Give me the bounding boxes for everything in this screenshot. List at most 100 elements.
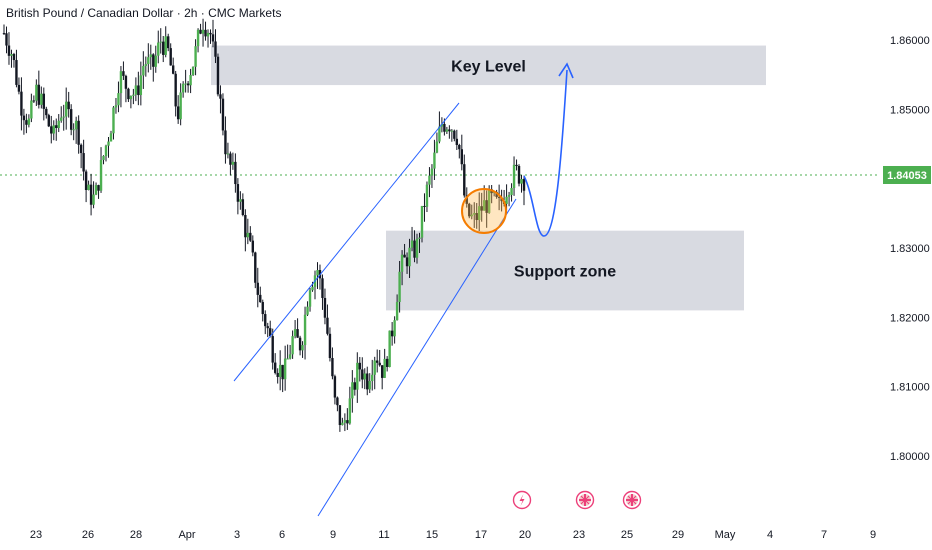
candle-body	[211, 34, 215, 42]
candle-body	[363, 373, 366, 380]
candle-body	[171, 65, 175, 74]
candle-body	[291, 336, 294, 355]
last-price-badge	[883, 165, 931, 184]
candle-body	[271, 336, 274, 363]
candle-body	[159, 41, 162, 43]
candle-body	[296, 329, 299, 338]
x-tick-label: May	[715, 529, 736, 541]
candle-body	[52, 125, 55, 134]
candle-body	[366, 373, 369, 390]
candle-body	[338, 405, 342, 426]
candle-body	[204, 29, 207, 37]
candle-body	[321, 278, 324, 298]
y-tick-label: 1.82000	[890, 312, 930, 324]
projection-path[interactable]	[523, 69, 568, 237]
candle-body	[460, 149, 463, 165]
candle-body	[341, 422, 344, 426]
candle-body	[17, 84, 21, 92]
candle-body	[487, 189, 491, 213]
y-tick-label: 1.85000	[890, 104, 930, 116]
zone-key-level[interactable]	[211, 45, 766, 86]
candle-body	[522, 179, 526, 191]
candle-body	[209, 32, 212, 35]
candle-body	[473, 213, 476, 215]
candle-body	[256, 282, 259, 295]
candle-body	[139, 75, 143, 96]
candle-body	[119, 71, 123, 94]
candle-body	[67, 101, 70, 110]
uk-flag-icon[interactable]	[575, 490, 595, 510]
channel-upper-line[interactable]	[233, 102, 460, 382]
lightning-icon[interactable]	[512, 490, 532, 510]
candle-body	[388, 330, 391, 367]
candle-body	[2, 33, 6, 35]
candle-body	[10, 54, 13, 56]
candle-body	[32, 100, 36, 102]
candle-body	[283, 358, 287, 380]
candle-body	[301, 345, 304, 351]
candle-body	[420, 205, 424, 238]
channel-lower-line[interactable]	[317, 198, 517, 517]
candle-body	[308, 290, 312, 307]
candle-body	[448, 129, 451, 132]
x-tick-label: 15	[426, 529, 438, 541]
x-tick-label: 9	[870, 529, 876, 541]
candle-body	[423, 205, 426, 207]
candle-body	[455, 138, 459, 145]
candle-body	[398, 271, 401, 302]
candle-body	[408, 247, 411, 267]
uk-flag-icon[interactable]	[622, 490, 642, 510]
candle-body	[37, 84, 41, 105]
candle-body	[303, 314, 307, 346]
zone-support[interactable]	[386, 230, 744, 311]
candle-body	[62, 116, 65, 118]
candle-body	[478, 206, 481, 221]
candle-body	[403, 254, 406, 258]
highlight-circle[interactable]	[461, 188, 507, 234]
candle-body	[495, 191, 498, 197]
candle-body	[510, 187, 513, 196]
candle-body	[102, 156, 105, 160]
candle-body	[92, 194, 95, 205]
candle-body	[40, 93, 43, 105]
candle-body	[385, 358, 389, 367]
projection-arrow-icon	[558, 62, 574, 79]
candle-body	[216, 56, 220, 95]
candle-body	[254, 252, 257, 283]
candle-body	[306, 306, 309, 315]
candle-body	[152, 54, 155, 67]
candle-body	[104, 145, 108, 157]
candle-body	[383, 358, 386, 378]
candle-body	[229, 153, 232, 165]
candle-body	[480, 206, 483, 211]
candle-body	[450, 130, 454, 132]
candle-body	[333, 376, 337, 398]
candle-body	[234, 161, 237, 185]
candle-body	[323, 297, 327, 318]
x-tick-label: 25	[621, 529, 633, 541]
candle-body	[380, 365, 384, 378]
candle-body	[278, 364, 282, 377]
x-tick-label: 3	[234, 529, 240, 541]
candle-body	[169, 48, 172, 66]
candle-body	[356, 362, 359, 390]
candle-body	[430, 168, 434, 176]
x-tick-label: Apr	[178, 529, 195, 541]
candle-body	[7, 45, 11, 56]
candle-body	[418, 237, 421, 239]
candle-body	[179, 92, 182, 120]
candle-body	[22, 115, 26, 121]
candle-body	[475, 213, 478, 221]
candle-body	[276, 372, 279, 377]
candle-body	[368, 381, 371, 390]
last-price-label: 1.84053	[887, 170, 927, 182]
candle-body	[27, 118, 31, 125]
candle-body	[69, 109, 73, 130]
candle-body	[259, 294, 262, 303]
candle-body	[311, 286, 314, 291]
x-tick-label: 7	[821, 529, 827, 541]
candle-body	[273, 362, 277, 373]
candle-body	[12, 54, 16, 61]
